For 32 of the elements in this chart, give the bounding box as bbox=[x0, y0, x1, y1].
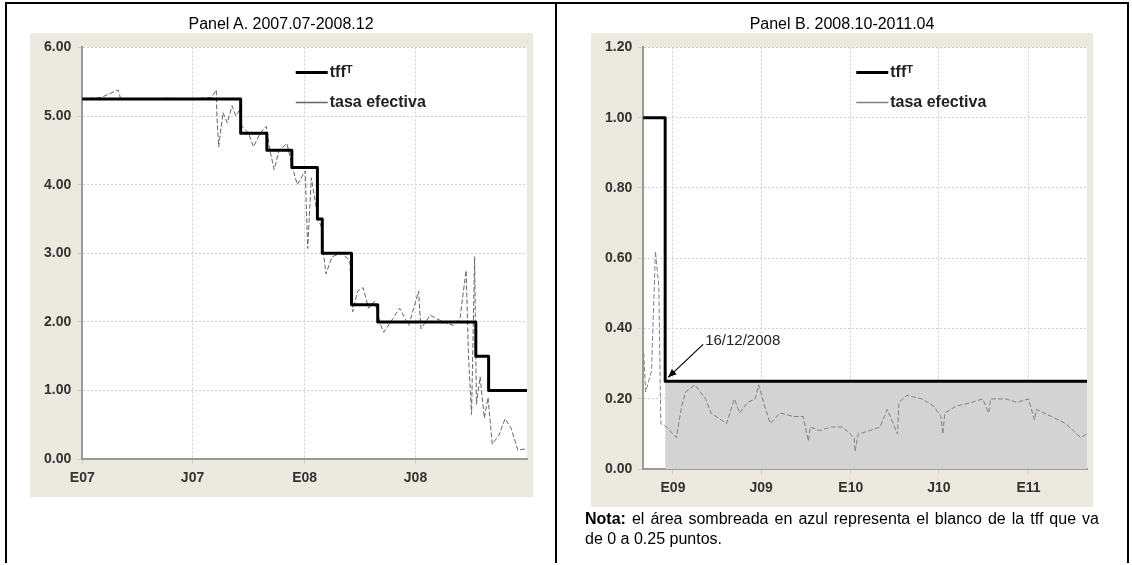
x-tick-label: J07 bbox=[180, 469, 204, 486]
x-tick-label: E07 bbox=[69, 469, 95, 486]
x-tick-label: E11 bbox=[1016, 479, 1041, 496]
text: Nota: el área sombreada en azul representa el blanco de la tff que va de 0 a 0.25 puntos. bbox=[585, 510, 1099, 547]
x-tick-label: E10 bbox=[838, 479, 864, 496]
chart-title: Panel A. 2007.07-2008.12 bbox=[188, 14, 374, 33]
legend-label: tasa efectiva bbox=[329, 92, 426, 110]
x-tick-label: E09 bbox=[660, 479, 686, 496]
x-tick-label: J10 bbox=[927, 479, 951, 496]
y-tick-label: 0.00 bbox=[43, 450, 71, 467]
y-tick-label: 1.00 bbox=[43, 381, 71, 398]
y-tick-label: 3.00 bbox=[43, 244, 71, 261]
x-tick-label: E08 bbox=[291, 469, 317, 486]
annotation: 16/12/2008 bbox=[705, 330, 781, 348]
y-tick-label: 0.40 bbox=[605, 319, 633, 336]
y-tick-label: 1.00 bbox=[605, 108, 633, 125]
y-tick-label: 0.80 bbox=[605, 178, 633, 195]
y-tick-label: 2.00 bbox=[43, 312, 71, 329]
y-tick-label: 5.00 bbox=[43, 106, 71, 123]
y-tick-label: 1.20 bbox=[605, 38, 633, 55]
chart-title: Panel B. 2008.10-2011.04 bbox=[749, 14, 935, 33]
y-tick-label: 0.60 bbox=[605, 249, 633, 266]
y-tick-label: 4.00 bbox=[43, 175, 71, 192]
legend-label: tffᵀ bbox=[329, 62, 353, 80]
y-tick-label: 0.00 bbox=[605, 460, 633, 477]
legend-label: tasa efectiva bbox=[890, 92, 987, 110]
y-tick-label: 0.20 bbox=[605, 389, 633, 406]
legend-label: tffᵀ bbox=[890, 62, 914, 80]
y-tick-label: 6.00 bbox=[43, 38, 71, 55]
line-series bbox=[643, 250, 1087, 453]
x-tick-label: J08 bbox=[403, 469, 427, 486]
x-tick-label: J09 bbox=[749, 479, 774, 496]
